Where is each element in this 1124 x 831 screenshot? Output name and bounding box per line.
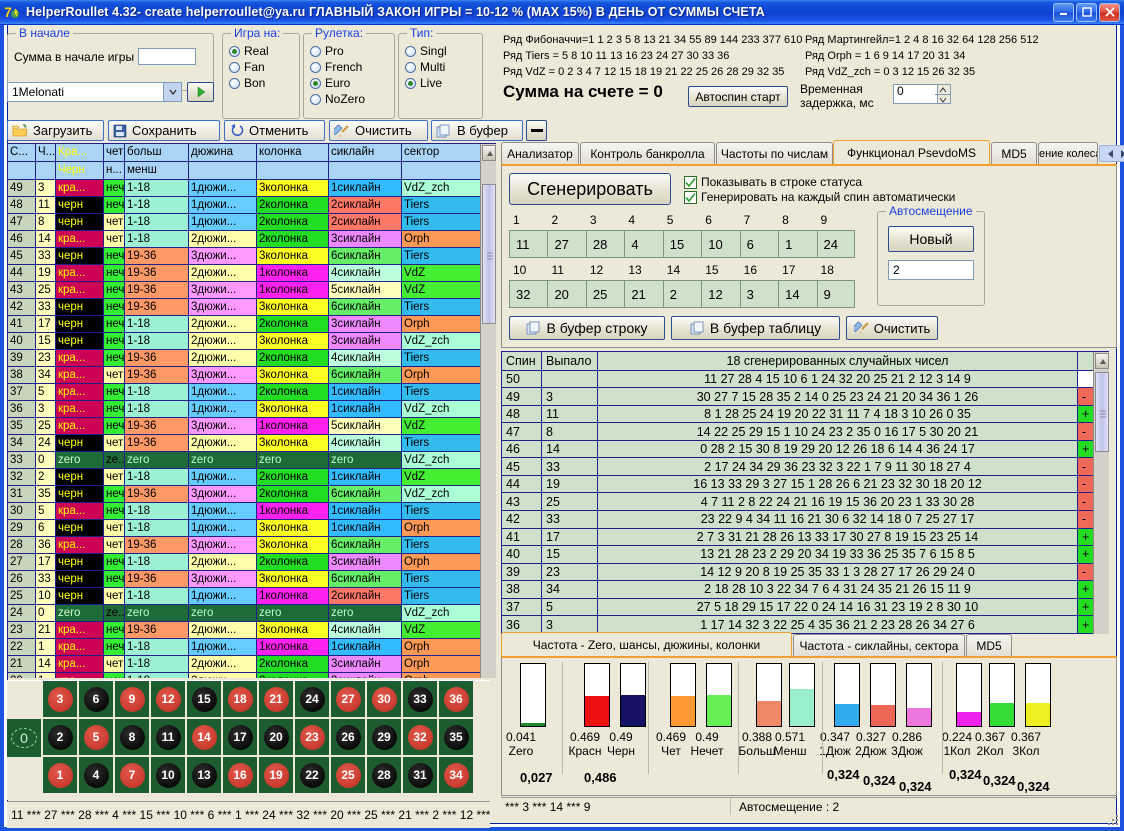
svg-text:7: 7	[4, 4, 12, 20]
